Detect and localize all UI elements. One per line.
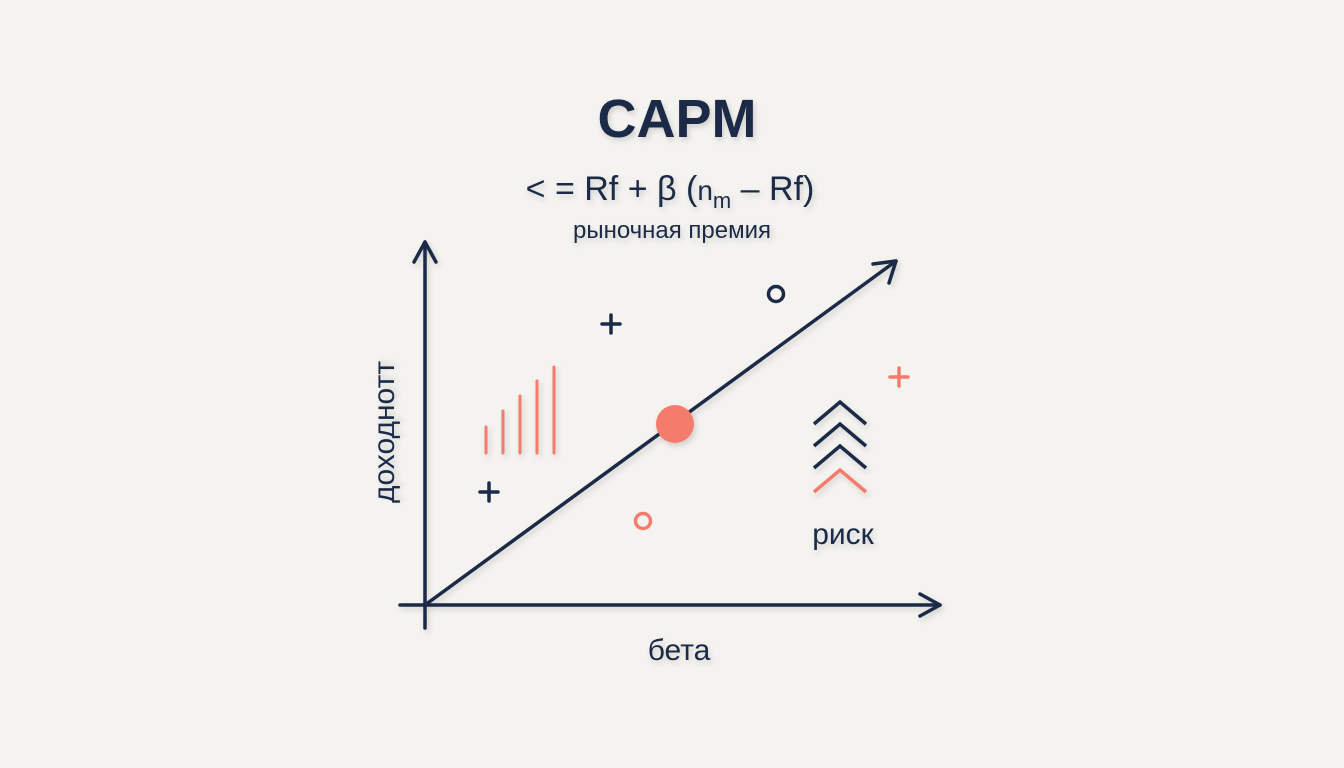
y-axis-label: доходнотт: [368, 361, 401, 503]
chevron: [812, 421, 868, 448]
chevrons: [812, 399, 868, 494]
circle-marker: [766, 284, 786, 304]
formula-part: – Rf): [731, 170, 814, 208]
title: CAPM: [598, 89, 757, 149]
bar-icon: [484, 365, 556, 455]
y-arrow: [412, 240, 438, 264]
x-axis-label: бета: [648, 634, 711, 667]
formula-subscript: m: [713, 188, 731, 213]
plus: [478, 481, 500, 503]
formula-part: < = Rf + β (: [526, 170, 698, 208]
sml-arrow: [871, 259, 898, 285]
formula-part: n: [697, 175, 713, 206]
chevron: [812, 467, 868, 494]
plus: [600, 313, 622, 335]
plus: [888, 366, 910, 388]
risk-label: риск: [812, 518, 874, 551]
plus-signs: [478, 313, 910, 503]
chevron: [812, 443, 868, 470]
x-arrow: [918, 592, 942, 618]
market-point: [656, 405, 694, 443]
formula: < = Rf + β (nm – Rf): [526, 170, 815, 213]
circle-marker: [633, 511, 653, 531]
chevron: [812, 399, 868, 426]
subtitle: рыночная премия: [573, 217, 771, 244]
